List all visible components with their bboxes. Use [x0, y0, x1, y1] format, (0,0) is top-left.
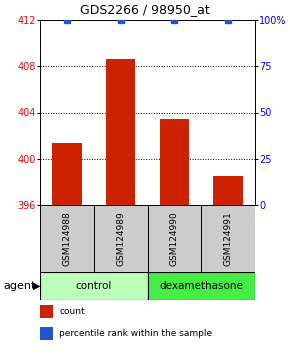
- Bar: [40, 205, 94, 272]
- Text: ▶: ▶: [33, 281, 41, 291]
- Text: GSM124989: GSM124989: [116, 211, 125, 266]
- Text: dexamethasone: dexamethasone: [159, 281, 243, 291]
- Bar: [201, 205, 255, 272]
- Text: GSM124988: GSM124988: [62, 211, 71, 266]
- Bar: [213, 176, 243, 205]
- Bar: [148, 205, 201, 272]
- Bar: [40, 272, 148, 300]
- Bar: [40, 327, 53, 340]
- Text: GSM124990: GSM124990: [170, 211, 179, 266]
- Bar: [40, 305, 53, 318]
- Text: control: control: [76, 281, 112, 291]
- Text: count: count: [59, 307, 85, 316]
- Text: percentile rank within the sample: percentile rank within the sample: [59, 329, 213, 338]
- Bar: [94, 205, 148, 272]
- Bar: [106, 59, 135, 205]
- Bar: [160, 119, 189, 205]
- Text: GDS2266 / 98950_at: GDS2266 / 98950_at: [80, 3, 210, 16]
- Text: agent: agent: [3, 281, 35, 291]
- Text: GSM124991: GSM124991: [224, 211, 233, 266]
- Bar: [52, 143, 82, 205]
- Bar: [148, 272, 255, 300]
